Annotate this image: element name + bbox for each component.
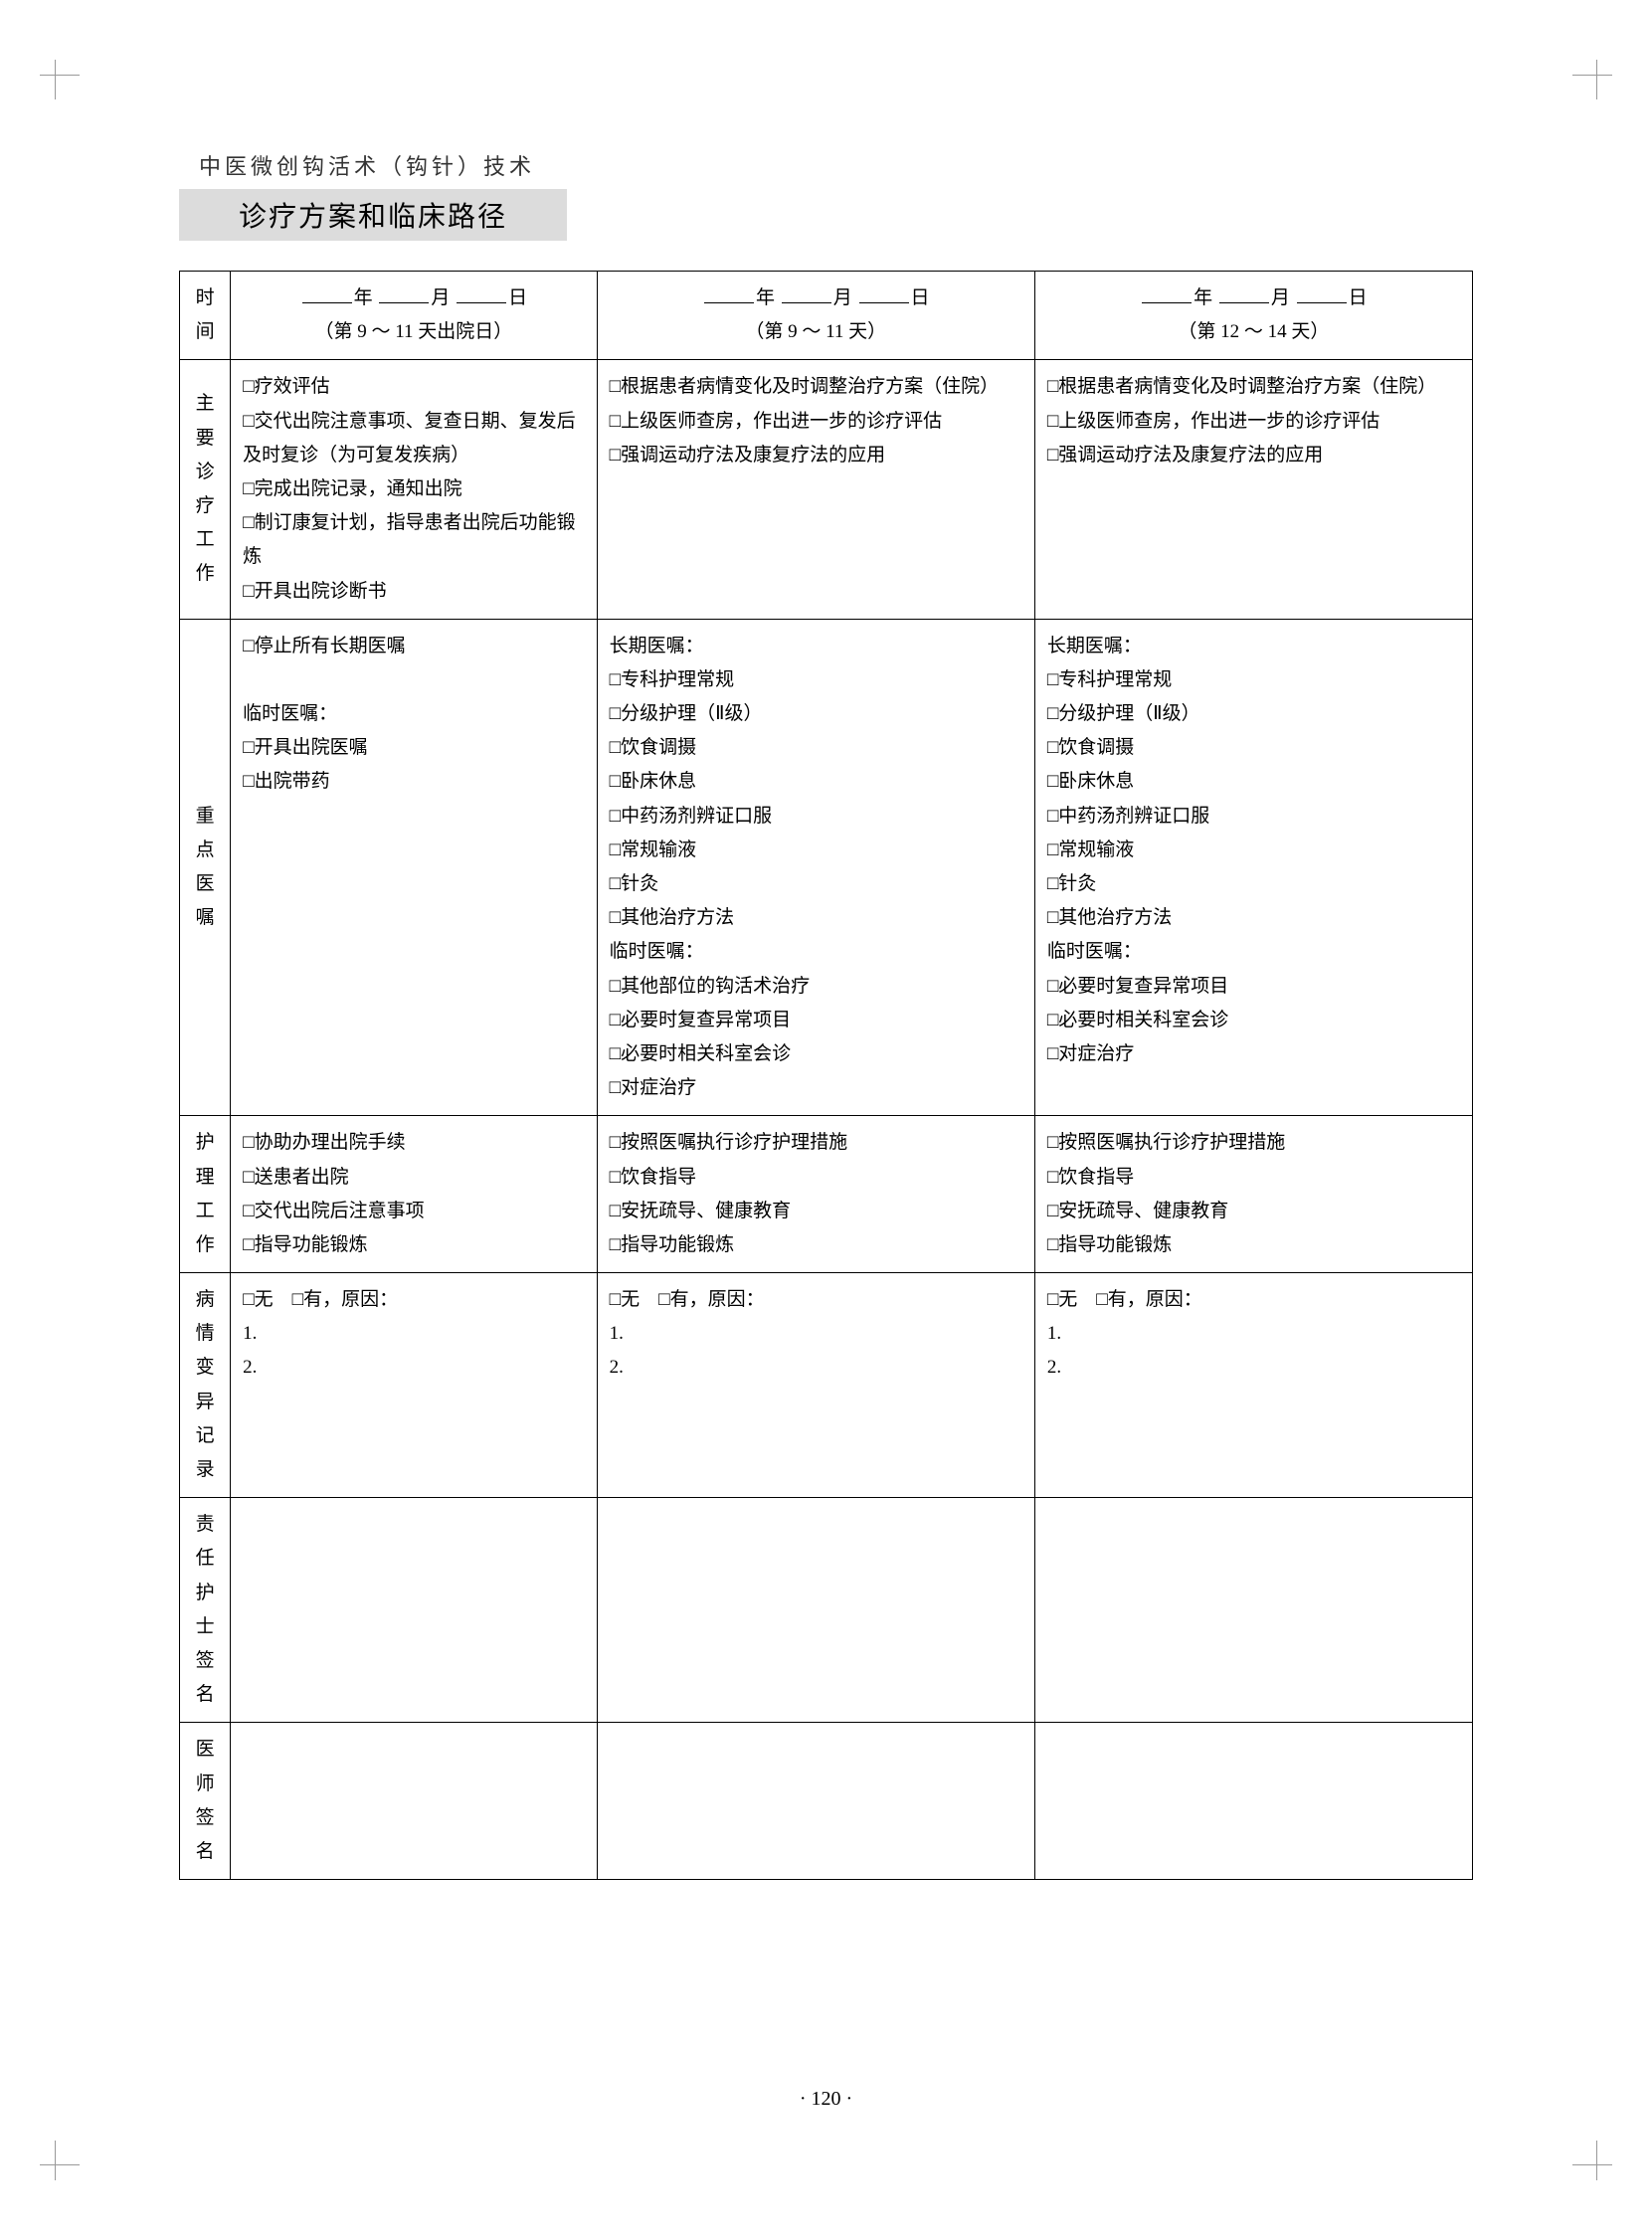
time-col1-sub: （第 9 ～ 11 天出院日）	[243, 315, 585, 349]
main-col3: □根据患者病情变化及时调整治疗方案（住院） □上级医师查房，作出进一步的诊疗评估…	[1034, 360, 1472, 619]
page-content: 中医微创钩活术（钩针）技术 诊疗方案和临床路径 时间 年 月 日 （第 9 ～ …	[0, 0, 1652, 1880]
row-label-nurse-sign-chars: 责任 护士 签名	[192, 1508, 218, 1712]
crop-mark-br	[1572, 2141, 1622, 2190]
table-row-nurse-sign: 责任 护士 签名	[180, 1498, 1473, 1723]
doctor-sign-col1	[231, 1723, 598, 1880]
time-col1: 年 月 日 （第 9 ～ 11 天出院日）	[231, 272, 598, 360]
change-col1: □无 □有，原因： 1. 2.	[231, 1273, 598, 1498]
row-label-nurse-chars: 护 理 工 作	[192, 1126, 218, 1262]
row-label-main: 主 要 诊 疗 工 作	[180, 360, 231, 619]
key-col3: 长期医嘱： □专科护理常规 □分级护理（Ⅱ级） □饮食调摄 □卧床休息 □中药汤…	[1034, 619, 1472, 1116]
time-col2: 年 月 日 （第 9 ～ 11 天）	[597, 272, 1034, 360]
nurse-sign-col1	[231, 1498, 598, 1723]
row-label-key: 重 点 医 嘱	[180, 619, 231, 1116]
header-title: 诊疗方案和临床路径	[239, 195, 507, 235]
change-col3: □无 □有，原因： 1. 2.	[1034, 1273, 1472, 1498]
crop-mark-tl	[30, 50, 80, 99]
time-col3-sub: （第 12 ～ 14 天）	[1047, 315, 1460, 349]
table-row-doctor-sign: 医师 签名	[180, 1723, 1473, 1880]
date-blank-3: 年 月 日	[1047, 281, 1460, 315]
change-col2: □无 □有，原因： 1. 2.	[597, 1273, 1034, 1498]
row-label-doctor-sign-chars: 医师 签名	[192, 1733, 218, 1869]
nurse-sign-col3	[1034, 1498, 1472, 1723]
row-label-doctor-sign: 医师 签名	[180, 1723, 231, 1880]
page-number: · 120 ·	[0, 2088, 1652, 2111]
doctor-sign-col2	[597, 1723, 1034, 1880]
nurse-sign-col2	[597, 1498, 1034, 1723]
row-label-change: 病情 变异 记录	[180, 1273, 231, 1498]
row-label-nurse: 护 理 工 作	[180, 1116, 231, 1273]
table-row-nurse: 护 理 工 作 □协助办理出院手续 □送患者出院 □交代出院后注意事项 □指导功…	[180, 1116, 1473, 1273]
crop-mark-bl	[30, 2141, 80, 2190]
page-header: 中医微创钩活术（钩针）技术 诊疗方案和临床路径	[179, 149, 1473, 241]
row-label-change-chars: 病情 变异 记录	[192, 1283, 218, 1487]
crop-mark-tr	[1572, 50, 1622, 99]
nurse-col3: □按照医嘱执行诊疗护理措施 □饮食指导 □安抚疏导、健康教育 □指导功能锻炼	[1034, 1116, 1472, 1273]
time-col3: 年 月 日 （第 12 ～ 14 天）	[1034, 272, 1472, 360]
main-col1: □疗效评估 □交代出院注意事项、复查日期、复发后及时复诊（为可复发疾病） □完成…	[231, 360, 598, 619]
header-title-bg: 诊疗方案和临床路径	[179, 189, 567, 241]
row-label-time: 时间	[180, 272, 231, 360]
table-row-key: 重 点 医 嘱 □停止所有长期医嘱 临时医嘱： □开具出院医嘱 □出院带药 长期…	[180, 619, 1473, 1116]
header-subtitle: 中医微创钩活术（钩针）技术	[179, 149, 1473, 181]
date-blank-1: 年 月 日	[243, 281, 585, 315]
table-row-change: 病情 变异 记录 □无 □有，原因： 1. 2. □无 □有，原因： 1. 2.…	[180, 1273, 1473, 1498]
key-col2: 长期医嘱： □专科护理常规 □分级护理（Ⅱ级） □饮食调摄 □卧床休息 □中药汤…	[597, 619, 1034, 1116]
row-label-main-chars: 主 要 诊 疗 工 作	[192, 387, 218, 591]
main-col2: □根据患者病情变化及时调整治疗方案（住院） □上级医师查房，作出进一步的诊疗评估…	[597, 360, 1034, 619]
clinical-path-table: 时间 年 月 日 （第 9 ～ 11 天出院日） 年 月 日 （第 9 ～ 11…	[179, 271, 1473, 1880]
key-col1: □停止所有长期医嘱 临时医嘱： □开具出院医嘱 □出院带药	[231, 619, 598, 1116]
nurse-col2: □按照医嘱执行诊疗护理措施 □饮食指导 □安抚疏导、健康教育 □指导功能锻炼	[597, 1116, 1034, 1273]
nurse-col1: □协助办理出院手续 □送患者出院 □交代出院后注意事项 □指导功能锻炼	[231, 1116, 598, 1273]
doctor-sign-col3	[1034, 1723, 1472, 1880]
table-row-time: 时间 年 月 日 （第 9 ～ 11 天出院日） 年 月 日 （第 9 ～ 11…	[180, 272, 1473, 360]
row-label-key-chars: 重 点 医 嘱	[192, 800, 218, 936]
time-col2-sub: （第 9 ～ 11 天）	[610, 315, 1022, 349]
date-blank-2: 年 月 日	[610, 281, 1022, 315]
table-row-main: 主 要 诊 疗 工 作 □疗效评估 □交代出院注意事项、复查日期、复发后及时复诊…	[180, 360, 1473, 619]
row-label-nurse-sign: 责任 护士 签名	[180, 1498, 231, 1723]
